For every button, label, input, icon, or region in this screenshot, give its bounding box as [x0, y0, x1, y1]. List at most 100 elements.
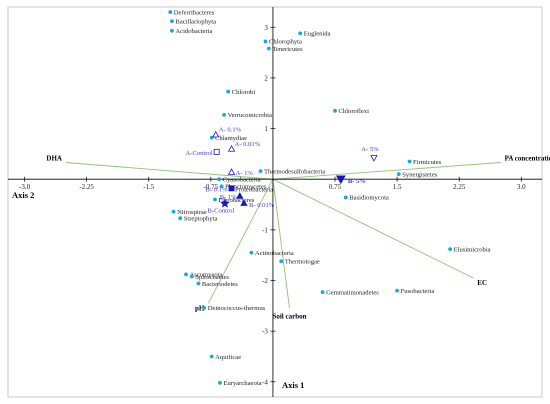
x-tick-label: 2.25 [453, 183, 466, 191]
species-point [184, 272, 188, 277]
species-point [213, 197, 217, 202]
species-label: Bacillariophyta [175, 18, 216, 25]
species-point [222, 112, 226, 117]
species-label: Streptophyta [184, 216, 218, 223]
species-points: Deferribacteres Bacillariophyta Acidobacte… [168, 9, 491, 387]
species-label: Spirochaetes [195, 274, 229, 281]
species-label: Tenericutes [272, 46, 303, 53]
species-point [333, 108, 337, 113]
species-label: Deferribacteres [174, 9, 215, 16]
sample-label: B- 5% [348, 178, 366, 185]
y-tick-label: 2 [264, 74, 268, 82]
species-point [448, 247, 453, 252]
species-label: Planctomycetes [225, 184, 267, 191]
species-label: Proteobacteria [235, 187, 273, 194]
species-point [320, 290, 325, 295]
sample-points: A- 0.1% A- 0.01% A-Control A- 1% A- 5% B- 5% B… [186, 127, 380, 215]
sample-label: A- 1% [236, 170, 254, 177]
species-label: Euryarchaeota [223, 380, 261, 387]
species-label: Basidiomycota [349, 195, 389, 202]
species-label: Deinococcus-thermus [208, 305, 266, 312]
sample-marker [220, 198, 230, 208]
species-point [196, 281, 201, 286]
species-point [171, 209, 176, 214]
sample-marker [236, 192, 244, 199]
species-point [396, 172, 401, 177]
species-point [298, 31, 303, 36]
species-label: Aquificae [215, 354, 241, 361]
species-label: Verrucomicrobia [228, 112, 272, 119]
y-tick-label: -1 [262, 226, 268, 234]
species-label: Fusobacteria [401, 288, 435, 295]
species-point [170, 28, 174, 33]
species-point [395, 288, 400, 293]
axes: -3.0 -2.25 -1.5 -0.75 0.75 1.5 2.25 3.0 3 2 1 -1 -2 -… [8, 7, 542, 397]
sample-label: B-Control [208, 208, 235, 215]
species-label: Gemmatimonadetes [326, 289, 379, 296]
y-tick-label: -3 [262, 328, 268, 336]
species-label: Firmicutes [413, 159, 442, 166]
env-vector-line [272, 178, 474, 279]
y-tick-label: 3 [264, 24, 268, 32]
species-label: Elusimicrobia [454, 246, 491, 253]
sample-label: B- 0.01% [249, 202, 275, 209]
species-label: Chlamydiae [215, 135, 247, 142]
y-axis-title: Axis 1 [282, 380, 304, 390]
species-point [202, 305, 207, 310]
species-point [209, 354, 214, 359]
x-tick-label: -2.25 [79, 183, 94, 191]
species-label: Bacteriodetes [202, 281, 238, 288]
species-label: Synergistetes [402, 171, 437, 178]
sample-marker [212, 130, 220, 138]
y-tick-label: 1 [264, 125, 268, 133]
species-point [343, 195, 348, 200]
env-vector-label: PA concentration [505, 154, 550, 162]
plot-frame [7, 6, 543, 398]
species-label: Thermotogae [285, 259, 320, 266]
x-tick-label: -1.5 [143, 183, 155, 191]
x-tick-label: 3.0 [517, 183, 526, 191]
sample-marker [370, 155, 378, 162]
env-vector-line [272, 162, 501, 180]
species-label: Thermodesulfobacteria [264, 168, 325, 175]
species-point [189, 274, 194, 279]
sample-marker [240, 199, 248, 206]
env-vector-line [207, 179, 274, 304]
sample-label: B- 1% [220, 194, 238, 201]
species-point [279, 259, 284, 264]
y-tick-label: -2 [262, 277, 268, 285]
species-point [407, 159, 412, 164]
sample-marker [335, 175, 346, 185]
sample-label: A- 5% [361, 146, 379, 153]
species-point [219, 184, 224, 189]
env-vector-line [272, 179, 290, 309]
species-point [218, 380, 222, 385]
x-axis-title: Axis 2 [12, 190, 34, 200]
species-point [263, 39, 268, 44]
sample-label: A-Control [186, 150, 213, 157]
species-point [226, 89, 231, 94]
env-vector-line [65, 162, 273, 180]
env-vector-label: pH [195, 304, 205, 312]
species-point [266, 46, 271, 51]
species-point [170, 19, 174, 24]
env-vector-label: EC [477, 279, 487, 287]
species-point [217, 177, 222, 182]
sample-marker [227, 144, 236, 152]
species-label: Actinobacteria [255, 250, 294, 257]
species-label: Chloroflexi [339, 108, 370, 115]
species-label: Cyanobacteria [223, 177, 261, 184]
species-point [249, 250, 254, 255]
sample-marker [227, 168, 236, 175]
species-label: Euglenida [304, 31, 331, 38]
species-point [178, 216, 183, 221]
env-vector-label: DHA [46, 154, 62, 162]
sample-label: A- 0.1% [219, 127, 242, 134]
species-point [168, 10, 173, 14]
x-tick-label: 1.5 [393, 183, 402, 191]
sample-label: A- 0.01% [235, 141, 261, 148]
sample-label: B- 0.1% [206, 186, 228, 193]
y-tick-label: -4 [262, 378, 268, 386]
x-tick-label: 0.75 [329, 183, 342, 191]
